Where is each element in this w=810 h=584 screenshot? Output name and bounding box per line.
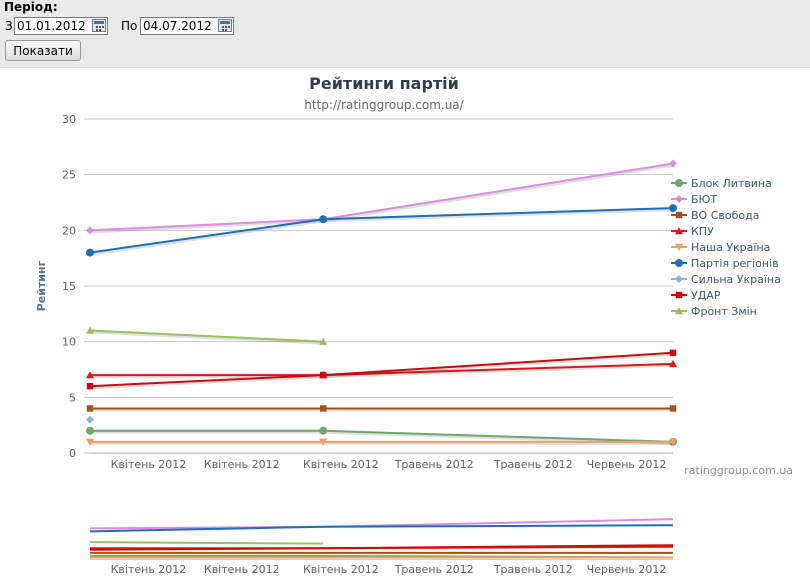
data-point[interactable]: [319, 426, 328, 435]
y-axis-title: Рейтинг: [35, 260, 48, 311]
legend-item[interactable]: ВО Свобода: [671, 209, 759, 222]
from-date-input[interactable]: [14, 17, 108, 35]
data-point[interactable]: [320, 405, 327, 412]
x-tick-label: Квітень 2012: [204, 458, 280, 471]
data-point[interactable]: [669, 405, 677, 412]
navigator-tick-label: Травень 2012: [394, 563, 474, 576]
data-point[interactable]: [675, 291, 683, 299]
filter-panel: Період: З По Показати: [0, 0, 810, 68]
to-date-input[interactable]: [140, 17, 234, 35]
legend-item[interactable]: Фронт Змін: [671, 305, 757, 318]
data-point[interactable]: [675, 259, 683, 267]
data-point[interactable]: [86, 248, 94, 257]
legend-label: БЮТ: [691, 193, 717, 206]
credits-label[interactable]: ratinggroup.com.ua: [684, 464, 793, 477]
x-tick-label: Квітень 2012: [303, 458, 379, 471]
navigator-tick-label: Квітень 2012: [303, 563, 379, 576]
data-point[interactable]: [669, 204, 677, 213]
show-button[interactable]: Показати: [5, 40, 81, 61]
legend-label: Партія регіонів: [691, 257, 779, 270]
navigator-series: [89, 544, 674, 551]
legend-item[interactable]: Сильна Україна: [671, 273, 781, 286]
series-shadow: [90, 207, 675, 256]
data-point[interactable]: [86, 426, 94, 435]
x-tick-label: Травень 2012: [493, 458, 573, 471]
series: [86, 359, 677, 379]
y-tick-label: 30: [62, 113, 76, 126]
calendar-icon[interactable]: [92, 19, 106, 32]
data-point[interactable]: [319, 215, 328, 224]
series: [86, 415, 94, 424]
navigator-series: [89, 524, 674, 533]
ratings-chart: Рейтинги партій http://ratinggroup.com.u…: [35, 74, 793, 576]
y-tick-label: 5: [69, 391, 76, 404]
y-tick-label: 20: [62, 224, 76, 237]
legend-item[interactable]: Наша Україна: [671, 241, 770, 254]
data-point[interactable]: [669, 359, 677, 368]
y-tick-label: 10: [62, 336, 76, 349]
chart-subtitle: http://ratinggroup.com.ua/: [304, 98, 464, 112]
legend-label: ВО Свобода: [691, 209, 759, 222]
data-point[interactable]: [319, 438, 328, 446]
data-point[interactable]: [86, 383, 94, 390]
legend-label: УДАР: [691, 289, 721, 302]
legend-item[interactable]: КПУ: [671, 225, 714, 238]
data-point[interactable]: [86, 371, 94, 379]
data-point[interactable]: [669, 349, 677, 356]
navigator-tick-label: Червень 2012: [587, 563, 667, 576]
series: [86, 204, 677, 257]
series: [86, 159, 677, 235]
data-point[interactable]: [319, 337, 328, 345]
data-point[interactable]: [669, 438, 677, 446]
from-label: З: [5, 19, 13, 33]
data-point[interactable]: [86, 405, 94, 412]
legend-item[interactable]: БЮТ: [671, 193, 717, 206]
data-point[interactable]: [320, 371, 327, 379]
legend-item[interactable]: Партія регіонів: [671, 257, 779, 270]
legend-label: Наша Україна: [691, 241, 770, 254]
series: [86, 438, 677, 446]
data-point[interactable]: [675, 243, 683, 251]
to-label: По: [121, 19, 138, 33]
data-point[interactable]: [86, 415, 94, 424]
navigator-tick-label: Квітень 2012: [204, 563, 280, 576]
data-point[interactable]: [86, 326, 94, 334]
legend-item[interactable]: УДАР: [671, 289, 721, 302]
y-tick-label: 25: [62, 169, 76, 182]
navigator-tick-label: Травень 2012: [493, 563, 573, 576]
data-point[interactable]: [675, 307, 683, 315]
x-tick-label: Червень 2012: [587, 458, 667, 471]
legend-label: Блок Литвина: [691, 177, 772, 190]
legend-label: КПУ: [691, 225, 714, 238]
data-point[interactable]: [675, 227, 683, 235]
data-point[interactable]: [675, 195, 683, 203]
data-point[interactable]: [675, 211, 683, 219]
y-tick-label: 0: [69, 447, 76, 460]
data-point[interactable]: [86, 438, 94, 446]
series: [86, 405, 677, 412]
navigator-series: [89, 541, 324, 545]
legend-item[interactable]: Блок Литвина: [671, 177, 772, 190]
y-tick-label: 15: [62, 280, 76, 293]
x-tick-label: Травень 2012: [394, 458, 474, 471]
data-point[interactable]: [669, 159, 677, 168]
data-point[interactable]: [675, 179, 683, 187]
series: [86, 349, 677, 390]
calendar-icon[interactable]: [218, 19, 232, 32]
legend-label: Фронт Змін: [691, 305, 757, 318]
series: [86, 326, 328, 345]
data-point[interactable]: [675, 275, 683, 283]
data-point[interactable]: [86, 226, 94, 235]
legend-label: Сильна Україна: [691, 273, 781, 286]
chart-title: Рейтинги партій: [309, 74, 459, 93]
x-tick-label: Квітень 2012: [111, 458, 187, 471]
navigator-tick-label: Квітень 2012: [111, 563, 187, 576]
series-line[interactable]: [89, 329, 324, 343]
period-label: Період:: [4, 0, 58, 14]
